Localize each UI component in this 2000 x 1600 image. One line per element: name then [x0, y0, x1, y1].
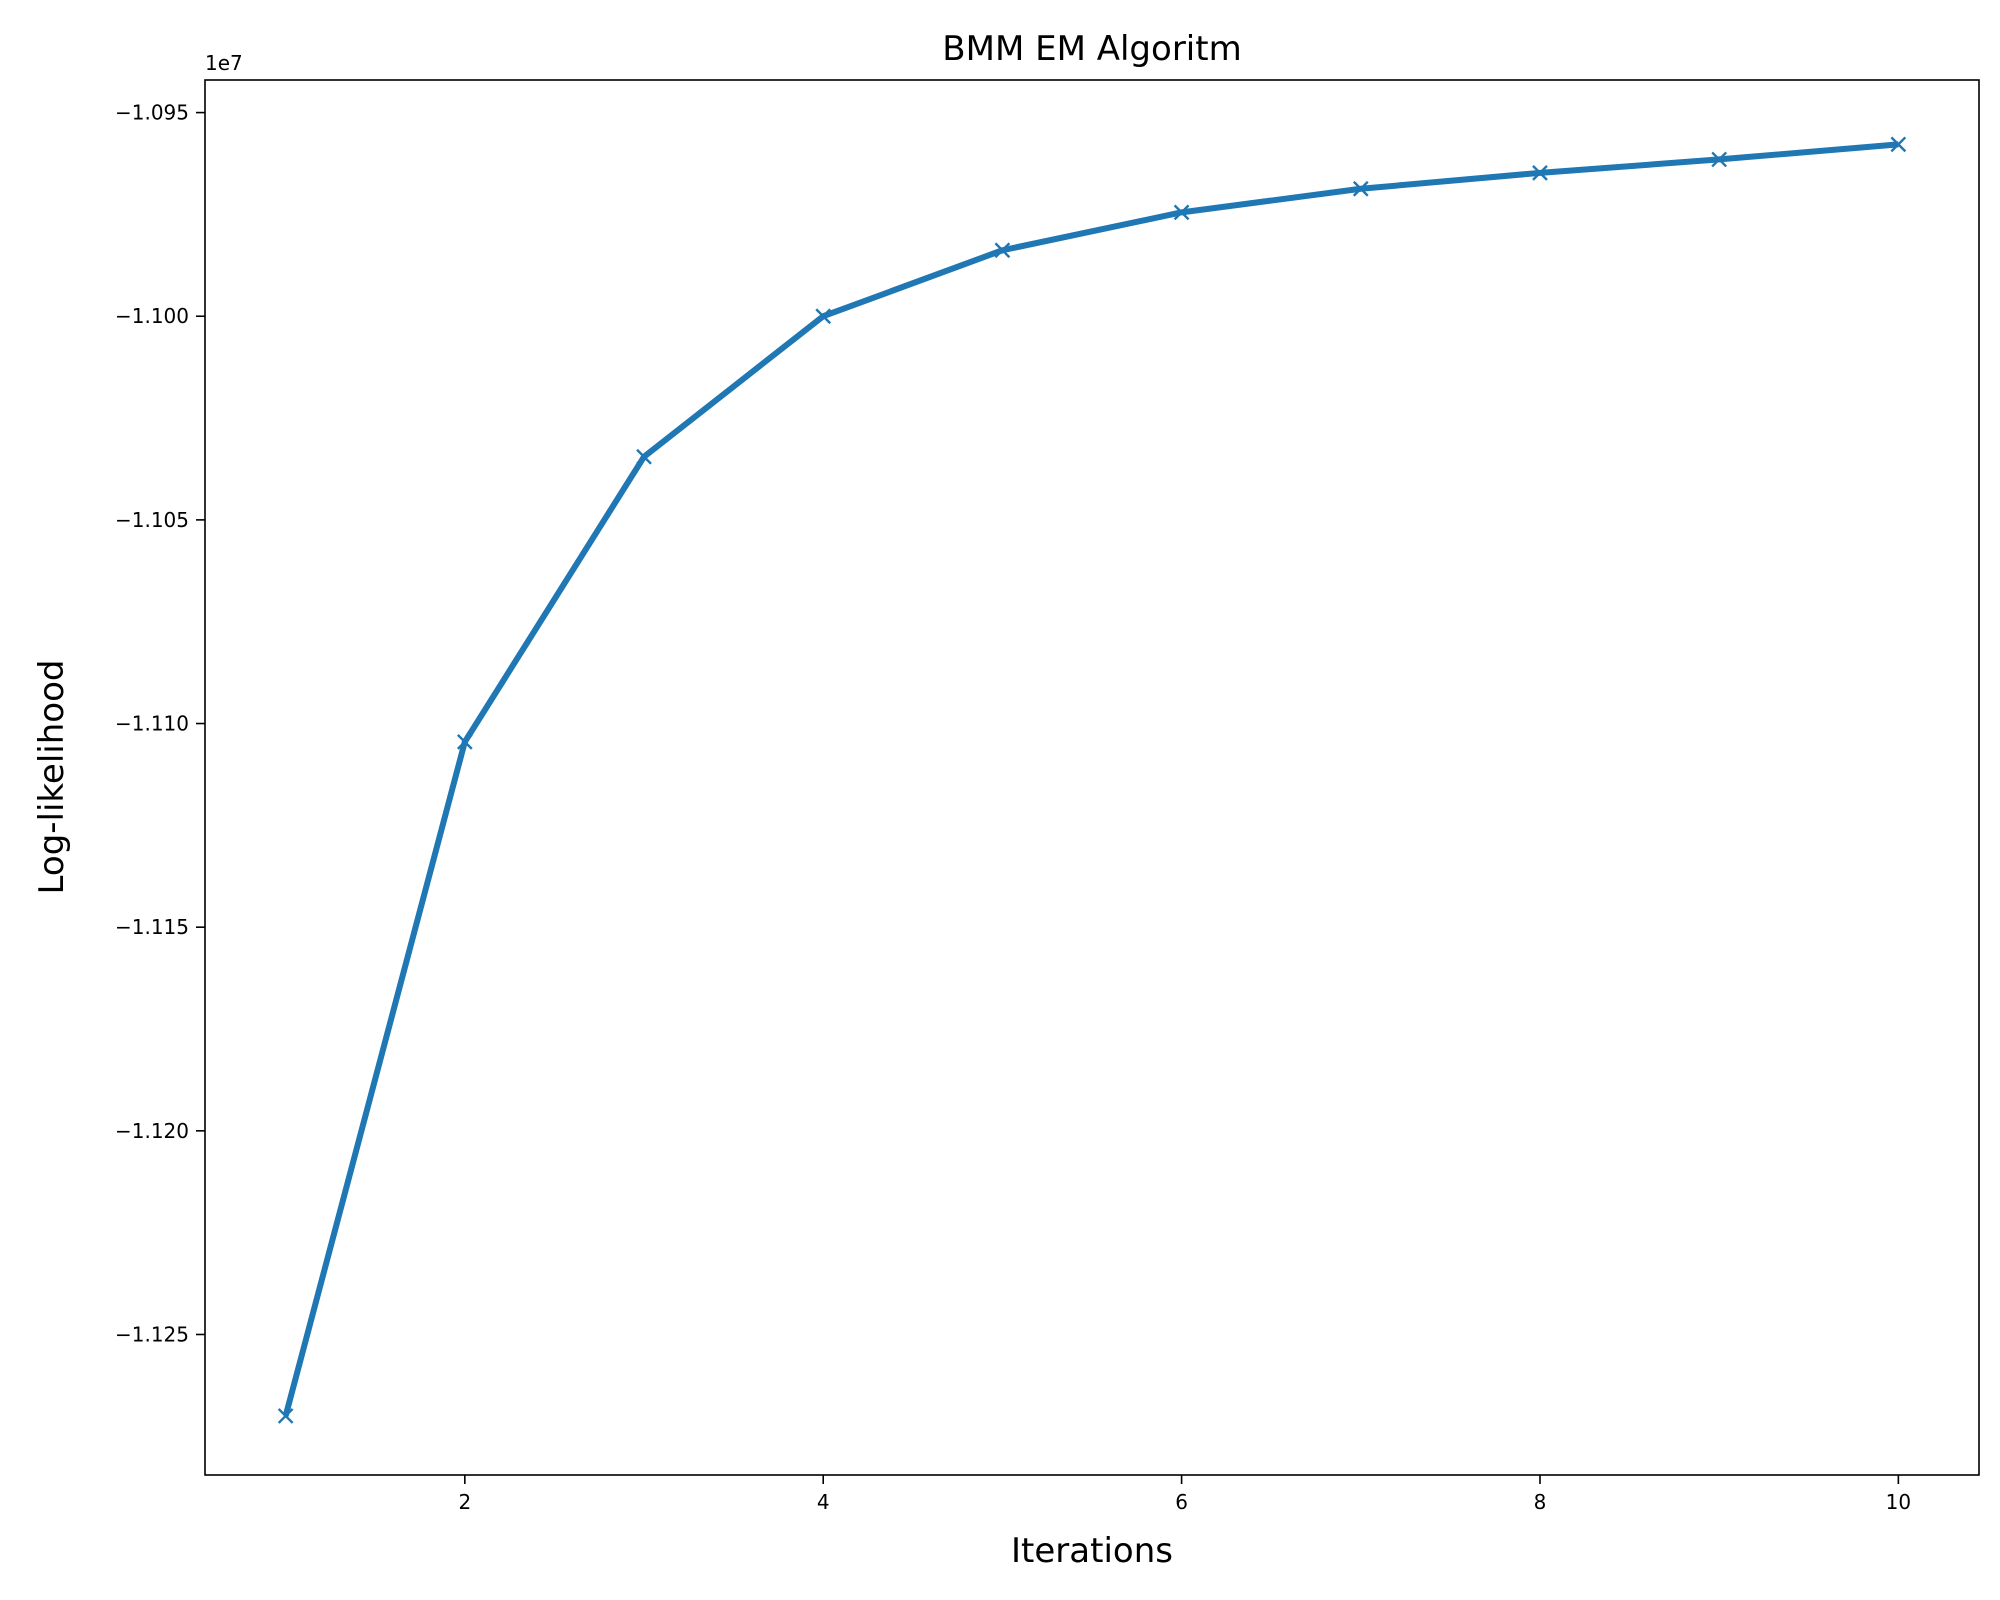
axes-frame	[204, 79, 1980, 1476]
x-tick-label: 6	[1175, 1490, 1188, 1514]
data-point-marker	[1532, 165, 1548, 181]
data-point-marker	[815, 308, 832, 325]
y-tick-label: −1.115	[115, 915, 189, 939]
y-tick-label: −1.105	[115, 508, 189, 532]
data-point-marker	[1173, 204, 1190, 221]
x-tick-label: 4	[817, 1490, 830, 1514]
data-point-marker	[456, 734, 473, 750]
y-tick-label: −1.120	[115, 1119, 189, 1143]
data-point-marker	[636, 448, 652, 465]
data-point-marker	[1352, 180, 1369, 197]
y-tick-label: −1.100	[115, 304, 189, 328]
series-line	[282, 141, 1899, 1417]
data-point-marker	[994, 242, 1011, 259]
x-tick-label: 10	[1886, 1490, 1911, 1514]
y-tick-label: −1.110	[115, 712, 189, 736]
y-offset-label: 1e7	[205, 51, 243, 75]
y-tick-label: −1.125	[115, 1322, 189, 1346]
plot-area	[277, 136, 1907, 1424]
data-point-marker	[1890, 136, 1907, 153]
y-axis: −1.125 −1.120 −1.115 −1.110 −1.105 −1.100 −1.0…	[115, 101, 205, 1346]
y-axis-title: Log-likelihood	[32, 660, 72, 895]
chart-title: BMM EM Algoritm	[942, 29, 1241, 69]
x-tick-label: 8	[1534, 1490, 1547, 1514]
x-axis: 2 4 6 8 10	[458, 1475, 1911, 1514]
x-tick-label: 2	[458, 1490, 471, 1514]
x-axis-title: Iterations	[1011, 1531, 1173, 1571]
data-point-marker	[1711, 151, 1728, 168]
data-point-marker	[277, 1408, 294, 1424]
y-tick-label: −1.095	[115, 101, 189, 125]
